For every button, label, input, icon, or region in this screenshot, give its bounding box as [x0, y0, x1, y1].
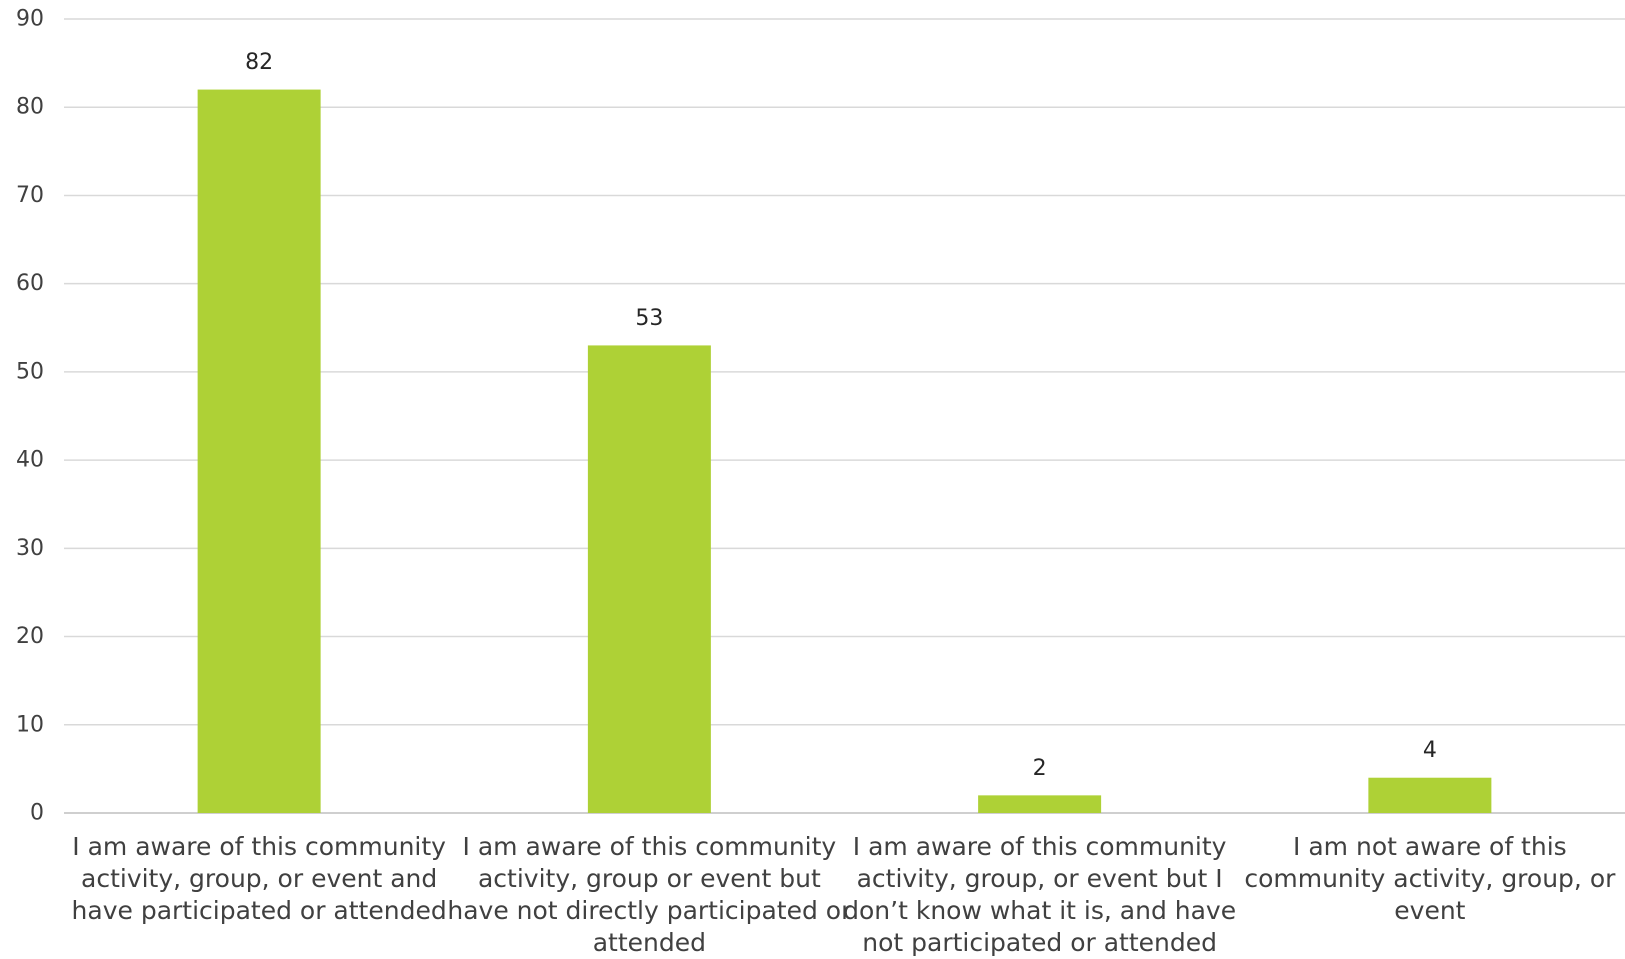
x-tick-label-line: attended: [593, 928, 706, 957]
y-axis-ticks: 0 10 20 30 40 50 60 70 80 90: [16, 7, 44, 826]
y-tick-label: 0: [30, 801, 44, 826]
x-tick-label-line: don’t know what it is, and have: [843, 896, 1236, 925]
bar: [978, 795, 1102, 813]
x-tick-label: I am aware of this community activity, gr…: [447, 832, 852, 957]
x-tick-label-line: community activity, group, or: [1244, 864, 1616, 893]
bar: [1368, 777, 1492, 813]
y-tick-label: 30: [16, 536, 44, 561]
x-tick-label-line: I am aware of this community: [72, 832, 446, 861]
x-axis-ticks: I am aware of this community activity, gr…: [72, 832, 1617, 957]
y-tick-label: 10: [16, 712, 44, 737]
x-tick-label-line: event: [1394, 896, 1465, 925]
x-tick-label-line: I am aware of this community: [463, 832, 837, 861]
x-tick-label-line: activity, group, or event and: [81, 864, 437, 893]
x-tick-label: I am aware of this community activity, gr…: [72, 832, 447, 925]
gridlines: [64, 18, 1625, 814]
x-tick-label-line: activity, group, or event but I: [857, 864, 1223, 893]
y-tick-label: 70: [16, 183, 44, 208]
y-tick-label: 40: [16, 448, 44, 473]
y-tick-label: 90: [16, 7, 44, 32]
x-tick-label-line: activity, group or event but: [478, 864, 821, 893]
x-tick-label: I am aware of this community activity, gr…: [843, 832, 1236, 957]
x-tick-label-line: have not directly participated or: [447, 896, 852, 925]
bars: [197, 89, 1492, 814]
y-tick-label: 80: [16, 95, 44, 120]
y-tick-label: 50: [16, 359, 44, 384]
bar: [587, 345, 711, 813]
x-tick-label: I am not aware of this community activity…: [1244, 832, 1616, 925]
data-label: 2: [1033, 756, 1047, 781]
x-tick-label-line: I am not aware of this: [1293, 832, 1567, 861]
x-tick-label-line: I am aware of this community: [853, 832, 1227, 861]
data-label: 53: [635, 306, 663, 331]
y-tick-label: 60: [16, 271, 44, 296]
x-tick-label-line: have participated or attended: [72, 896, 447, 925]
x-tick-label-line: not participated or attended: [862, 928, 1217, 957]
data-label: 82: [245, 50, 273, 75]
y-tick-label: 20: [16, 624, 44, 649]
bar: [197, 89, 321, 814]
data-label: 4: [1423, 738, 1437, 763]
